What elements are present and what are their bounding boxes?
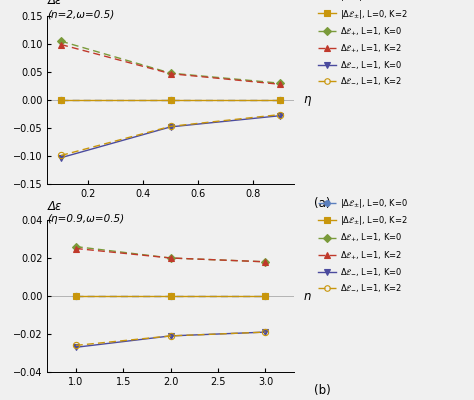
Text: (n=2,ω=0.5): (n=2,ω=0.5) [47, 9, 115, 19]
Text: (η=0.9,ω=0.5): (η=0.9,ω=0.5) [47, 214, 125, 224]
Text: (b): (b) [314, 384, 331, 397]
Text: n: n [304, 290, 311, 302]
Legend: |$\Delta\mathcal{E}_{\pm}$|, L=0, K=0, |$\Delta\mathcal{E}_{\pm}$|, L=0, K=2, $\: |$\Delta\mathcal{E}_{\pm}$|, L=0, K=0, |… [318, 197, 409, 294]
Text: Δε: Δε [47, 200, 62, 213]
Text: Δε: Δε [47, 0, 62, 7]
Legend: |$\Delta\mathcal{E}_{\pm}$|, L=0, K=0, |$\Delta\mathcal{E}_{\pm}$|, L=0, K=2, $\: |$\Delta\mathcal{E}_{\pm}$|, L=0, K=0, |… [318, 0, 409, 87]
Text: η: η [304, 94, 311, 106]
Text: (a): (a) [314, 198, 331, 210]
